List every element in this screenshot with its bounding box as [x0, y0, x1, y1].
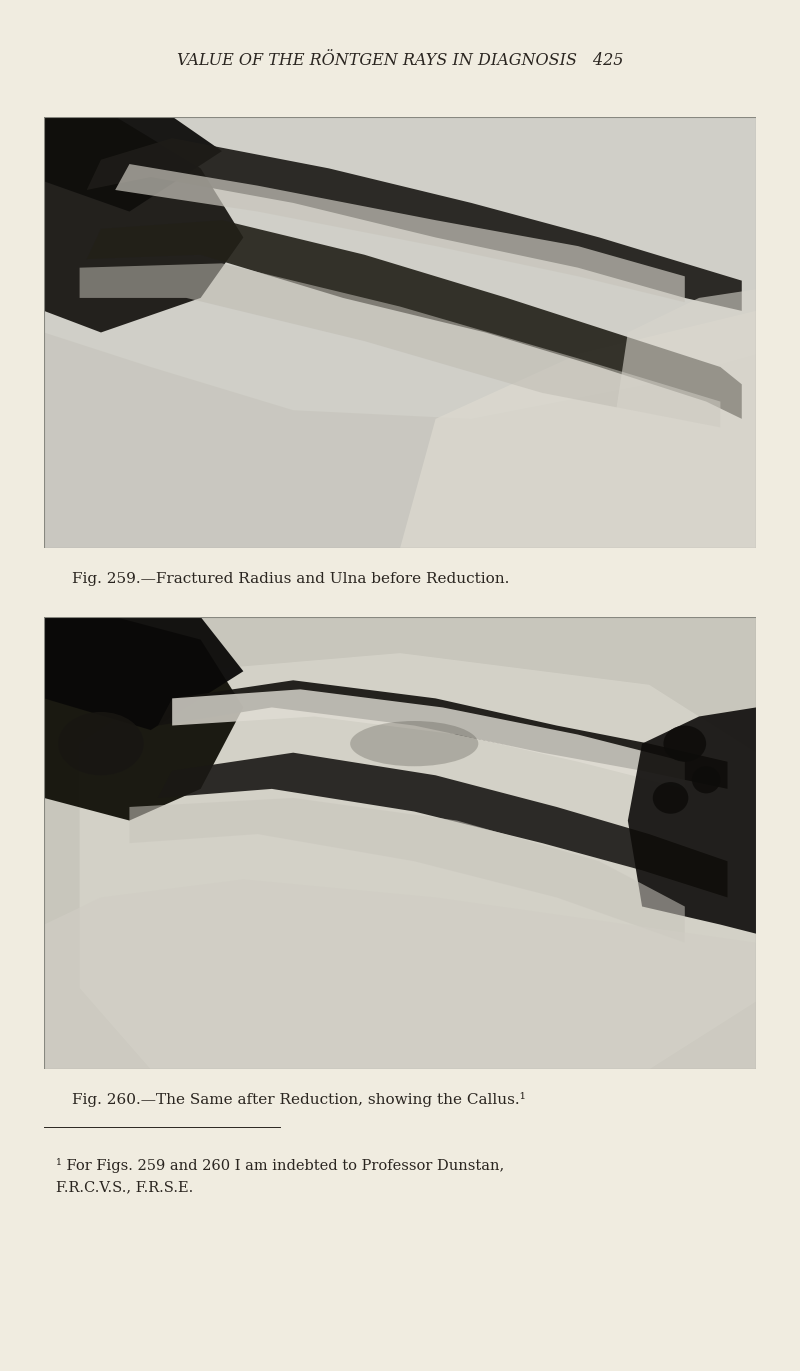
Polygon shape: [79, 653, 756, 1069]
Polygon shape: [79, 263, 720, 428]
Ellipse shape: [653, 781, 688, 814]
Polygon shape: [44, 617, 243, 820]
Polygon shape: [400, 311, 756, 548]
Ellipse shape: [663, 725, 706, 762]
Ellipse shape: [350, 721, 478, 766]
Polygon shape: [86, 138, 742, 311]
Polygon shape: [130, 798, 685, 943]
Polygon shape: [628, 707, 756, 934]
Polygon shape: [158, 680, 727, 788]
Polygon shape: [44, 879, 756, 1069]
Text: VALUE OF THE RÖNTGEN RAYS IN DIAGNOSIS 425: VALUE OF THE RÖNTGEN RAYS IN DIAGNOSIS 4…: [177, 52, 623, 69]
Ellipse shape: [692, 766, 721, 794]
Text: Fig. 259.—Fractured Radius and Ulna before Reduction.: Fig. 259.—Fractured Radius and Ulna befo…: [72, 572, 510, 585]
Text: Fig. 260.—The Same after Reduction, showing the Callus.¹: Fig. 260.—The Same after Reduction, show…: [72, 1093, 526, 1106]
Polygon shape: [614, 289, 756, 462]
Polygon shape: [44, 117, 243, 332]
Ellipse shape: [58, 712, 144, 776]
Text: ¹ For Figs. 259 and 260 I am indebted to Professor Dunstan,
F.R.C.V.S., F.R.S.E.: ¹ For Figs. 259 and 260 I am indebted to…: [56, 1158, 504, 1194]
Polygon shape: [44, 617, 243, 729]
Polygon shape: [158, 753, 727, 898]
Polygon shape: [44, 332, 756, 548]
Polygon shape: [44, 117, 222, 211]
Polygon shape: [115, 165, 685, 302]
Polygon shape: [86, 221, 742, 418]
Polygon shape: [172, 690, 685, 788]
